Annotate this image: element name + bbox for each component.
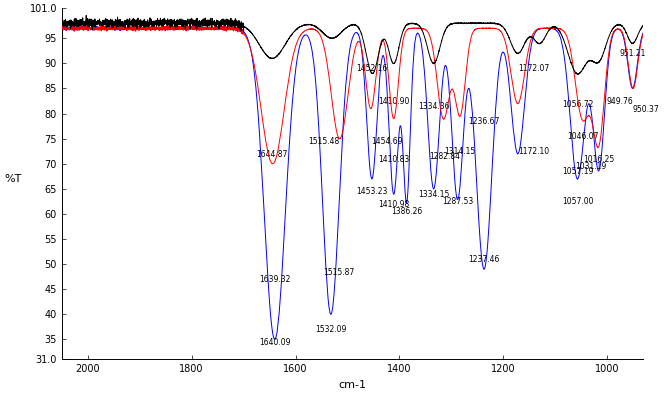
- X-axis label: cm-1: cm-1: [338, 380, 366, 390]
- Text: 1172.10: 1172.10: [518, 147, 549, 156]
- Text: 1046.07: 1046.07: [567, 132, 599, 141]
- Text: 1454.69: 1454.69: [371, 137, 402, 146]
- Text: 1532.09: 1532.09: [315, 325, 346, 335]
- Text: 950.37: 950.37: [633, 104, 660, 113]
- Text: 1031.19: 1031.19: [575, 162, 606, 171]
- Text: 1410.83: 1410.83: [378, 155, 410, 164]
- Text: 1639.32: 1639.32: [259, 275, 291, 284]
- Text: 1016.25: 1016.25: [583, 155, 614, 164]
- Text: 1453.23: 1453.23: [356, 187, 388, 196]
- Text: 949.76: 949.76: [606, 97, 633, 106]
- Text: 1314.15: 1314.15: [444, 147, 475, 156]
- Text: 1386.26: 1386.26: [391, 207, 422, 216]
- Text: 1334.15: 1334.15: [418, 190, 450, 199]
- Text: 1334.36: 1334.36: [418, 102, 450, 111]
- Text: 1237.46: 1237.46: [468, 255, 499, 264]
- Text: 1644.87: 1644.87: [257, 150, 288, 159]
- Text: 1056.72: 1056.72: [562, 100, 593, 108]
- Text: 1172.07: 1172.07: [518, 64, 549, 73]
- Text: 1515.87: 1515.87: [324, 268, 355, 277]
- Text: 1410.90: 1410.90: [378, 97, 410, 106]
- Text: 1452.16: 1452.16: [356, 64, 388, 73]
- Text: 1515.48: 1515.48: [308, 137, 339, 146]
- Text: 951.21: 951.21: [619, 49, 646, 58]
- Text: 1640.09: 1640.09: [259, 338, 291, 347]
- Text: 1057.19: 1057.19: [562, 167, 593, 176]
- Text: 1236.67: 1236.67: [469, 117, 500, 126]
- Y-axis label: %T: %T: [4, 174, 21, 184]
- Text: 1410.98: 1410.98: [378, 200, 410, 209]
- Text: 1287.53: 1287.53: [442, 197, 473, 206]
- Text: 1282.84: 1282.84: [429, 152, 460, 161]
- Text: 1057.00: 1057.00: [562, 197, 593, 206]
